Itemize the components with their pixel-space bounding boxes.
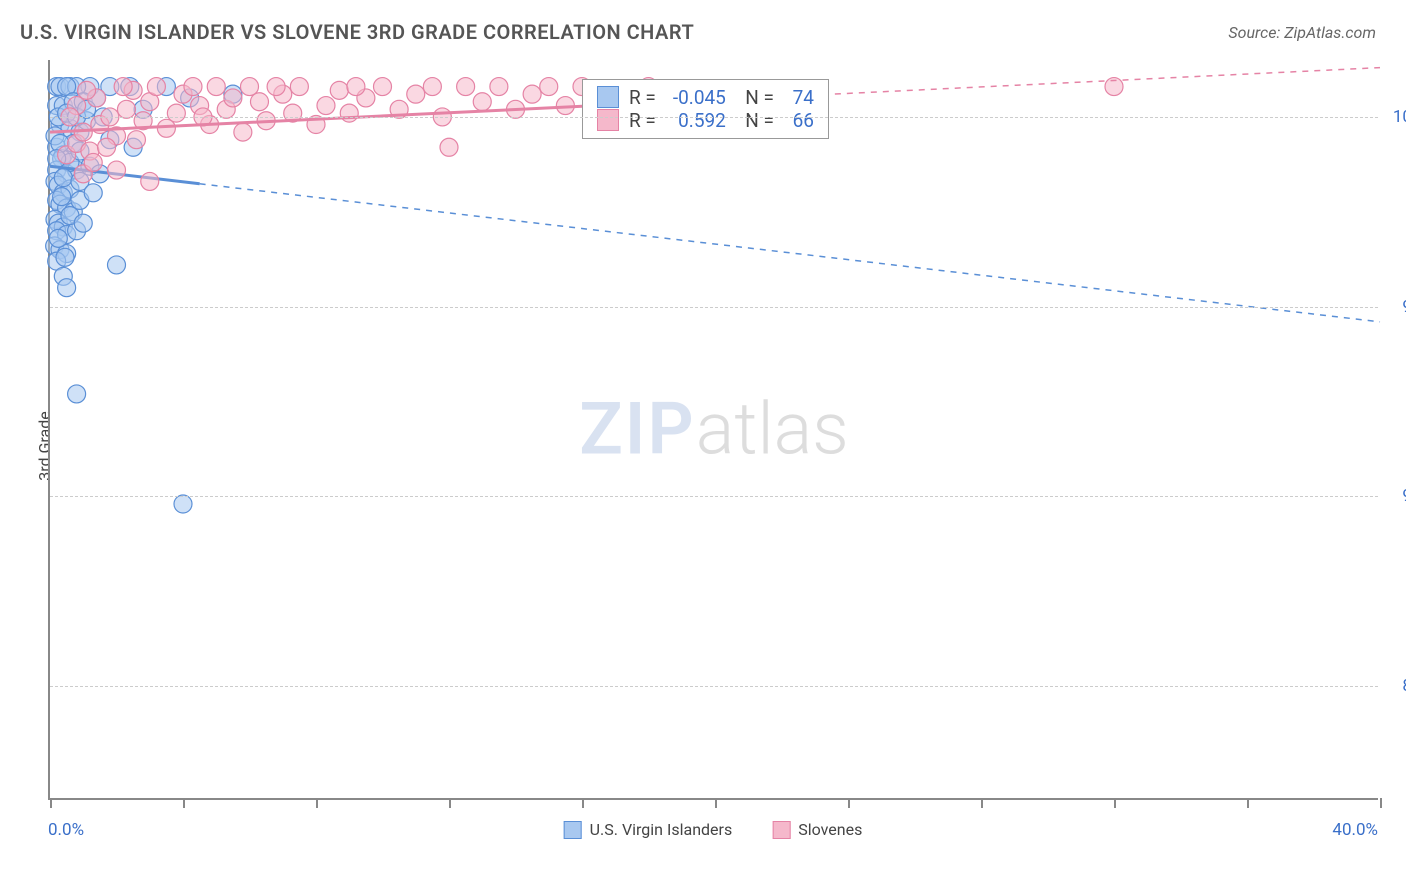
data-point (78, 81, 96, 99)
legend-swatch (772, 821, 790, 839)
x-max-label: 40.0% (1332, 820, 1378, 840)
data-point (207, 78, 225, 96)
data-point (490, 78, 508, 96)
series-legend: U.S. Virgin Islanders Slovenes (564, 820, 863, 839)
stats-row: R = -0.045 N = 74 (597, 86, 814, 109)
data-point (423, 78, 441, 96)
stat-n-value: 74 (784, 86, 814, 109)
data-point (290, 78, 308, 96)
data-point (241, 78, 259, 96)
x-min-label: 0.0% (48, 820, 84, 840)
data-point (340, 104, 358, 122)
data-point (540, 78, 558, 96)
data-point (84, 153, 102, 171)
stat-n-label: N = (736, 86, 774, 109)
scatter-svg (50, 60, 1378, 798)
x-tick (50, 798, 52, 808)
data-point (440, 138, 458, 156)
stat-n-value: 66 (784, 109, 814, 132)
trendline-dashed (200, 184, 1380, 322)
legend-swatch (564, 821, 582, 839)
stats-row: R = 0.592 N = 66 (597, 109, 814, 132)
legend-label: Slovenes (798, 820, 862, 839)
legend-swatch (597, 86, 619, 108)
x-axis: 0.0% U.S. Virgin Islanders Slovenes 40.0% (48, 820, 1378, 860)
data-point (56, 248, 74, 266)
legend-item: Slovenes (772, 820, 862, 839)
data-point (49, 229, 67, 247)
data-point (141, 172, 159, 190)
data-point (317, 97, 335, 115)
data-point (117, 100, 135, 118)
data-point (234, 123, 252, 141)
data-point (330, 81, 348, 99)
data-point (68, 385, 86, 403)
data-point (473, 93, 491, 111)
data-point (174, 495, 192, 513)
plot-area: ZIPatlas R =-0.045 N =74R =0.592 N =66 8… (48, 60, 1378, 800)
legend-item: U.S. Virgin Islanders (564, 820, 733, 839)
data-point (114, 78, 132, 96)
data-point (108, 256, 126, 274)
x-tick (1114, 798, 1116, 808)
stat-r-value: -0.045 (666, 86, 726, 109)
data-point (108, 161, 126, 179)
data-point (54, 169, 72, 187)
gridline (50, 496, 1378, 497)
data-point (84, 184, 102, 202)
data-point (147, 78, 165, 96)
data-point (250, 93, 268, 111)
data-point (374, 78, 392, 96)
data-point (184, 78, 202, 96)
x-tick (183, 798, 185, 808)
data-point (267, 78, 285, 96)
x-tick (1380, 798, 1382, 808)
source-attribution: Source: ZipAtlas.com (1228, 23, 1376, 42)
legend-swatch (597, 109, 619, 131)
x-tick (582, 798, 584, 808)
legend-label: U.S. Virgin Islanders (590, 820, 733, 839)
data-point (127, 131, 145, 149)
chart-title: U.S. VIRGIN ISLANDER VS SLOVENE 3RD GRAD… (20, 20, 694, 44)
y-tick-label: 85.0% (1402, 676, 1406, 696)
x-tick (981, 798, 983, 808)
stats-legend: R = -0.045 N = 74 R = 0.592 N = 66 (582, 79, 829, 139)
x-tick (1247, 798, 1249, 808)
data-point (98, 138, 116, 156)
gridline (50, 307, 1378, 308)
stat-n-label: N = (736, 109, 774, 132)
data-point (58, 279, 76, 297)
gridline (50, 117, 1378, 118)
y-tick-label: 100.0% (1393, 107, 1406, 127)
gridline (50, 686, 1378, 687)
x-tick (316, 798, 318, 808)
x-tick (715, 798, 717, 808)
stat-r-label: R = (629, 86, 656, 109)
data-point (347, 78, 365, 96)
x-tick (848, 798, 850, 808)
data-point (457, 78, 475, 96)
data-point (224, 89, 242, 107)
x-tick (449, 798, 451, 808)
data-point (167, 104, 185, 122)
y-tick-label: 95.0% (1402, 297, 1406, 317)
y-tick-label: 90.0% (1402, 486, 1406, 506)
data-point (407, 85, 425, 103)
data-point (74, 214, 92, 232)
data-point (53, 188, 71, 206)
stat-r-value: 0.592 (666, 109, 726, 132)
stat-r-label: R = (629, 109, 656, 132)
data-point (157, 119, 175, 137)
data-point (523, 85, 541, 103)
